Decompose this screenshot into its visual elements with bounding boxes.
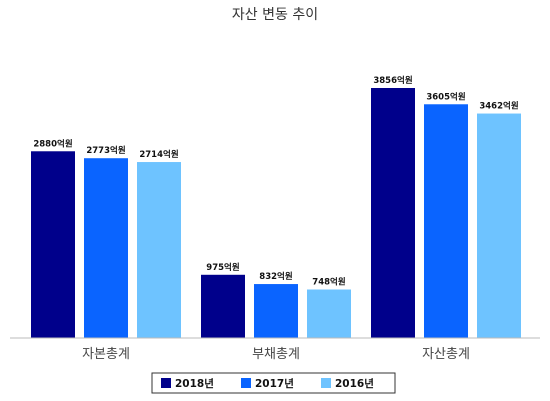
data-label: 2880억원 <box>33 138 72 149</box>
legend-label: 2017년 <box>255 377 294 390</box>
legend-label: 2018년 <box>175 377 214 390</box>
bar-1-2 <box>84 158 128 338</box>
legend-label: 2016년 <box>335 377 374 390</box>
bar-3-3 <box>477 113 521 338</box>
data-label: 3605억원 <box>426 91 465 102</box>
data-label: 975억원 <box>206 262 240 273</box>
data-label: 748억원 <box>312 277 346 288</box>
chart-title: 자산 변동 추이 <box>232 7 318 23</box>
legend: 2018년 2017년 2016년 <box>151 372 396 394</box>
data-label: 3462억원 <box>479 101 518 112</box>
data-label: 3856억원 <box>373 75 412 86</box>
legend-swatch <box>161 378 171 388</box>
legend-box <box>151 372 396 394</box>
category-label: 부채총계 <box>252 347 300 362</box>
data-labels-layer: 2880억원 2773억원 2714억원 975억원 832억원 748억원 3856억원 3… <box>33 75 518 288</box>
bar-2-2 <box>254 284 298 338</box>
bar-2-1 <box>201 274 245 338</box>
category-label: 자산총계 <box>422 347 470 362</box>
legend-swatch <box>241 378 251 388</box>
bar-1-3 <box>137 162 181 338</box>
bar-3-2 <box>424 104 468 338</box>
bars-layer <box>31 88 521 338</box>
bar-2-3 <box>307 289 351 338</box>
bar-1-1 <box>31 151 75 338</box>
data-label: 2773억원 <box>86 145 125 156</box>
data-label: 832억원 <box>259 271 293 282</box>
category-label: 자본총계 <box>82 347 130 362</box>
bar-3-1 <box>371 88 415 338</box>
category-labels-layer: 자본총계 부채총계 자산총계 <box>82 347 470 362</box>
data-label: 2714억원 <box>139 149 178 160</box>
legend-swatch <box>321 378 331 388</box>
